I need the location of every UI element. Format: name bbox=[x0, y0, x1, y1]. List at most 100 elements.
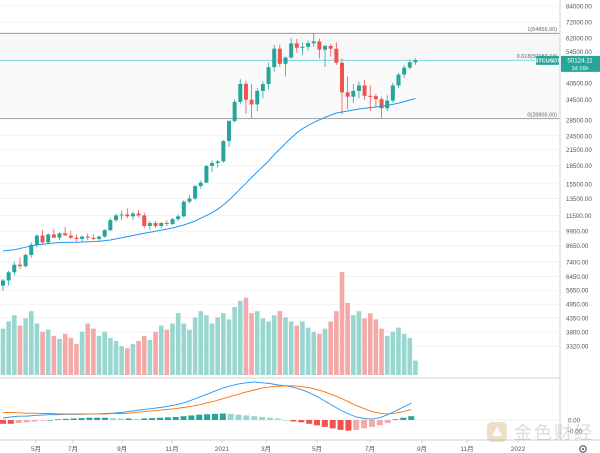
macd-histogram-bar bbox=[392, 419, 399, 420]
candle-body bbox=[23, 254, 28, 267]
candle-body bbox=[340, 62, 344, 93]
candle-body bbox=[289, 43, 294, 58]
macd-histogram-bar bbox=[109, 418, 116, 420]
candle-body bbox=[181, 201, 186, 217]
macd-histogram-bar bbox=[243, 415, 250, 420]
time-axis-label: 3月 bbox=[261, 445, 271, 453]
volume-bar bbox=[113, 341, 119, 375]
candle-body bbox=[114, 215, 118, 221]
macd-histogram-bar bbox=[39, 420, 46, 421]
volume-bar bbox=[407, 337, 413, 375]
volume-bar bbox=[85, 323, 91, 375]
volume-bar bbox=[40, 331, 45, 375]
volume-bar bbox=[181, 323, 187, 375]
candle-body bbox=[351, 90, 356, 97]
volume-bar bbox=[136, 341, 141, 375]
volume-bar bbox=[51, 335, 57, 375]
macd-histogram-bar bbox=[259, 416, 266, 420]
candle-body bbox=[46, 234, 51, 243]
watermark-text: 金色财经 bbox=[514, 423, 594, 444]
macd-histogram-bar bbox=[102, 417, 109, 420]
candle-body bbox=[277, 48, 282, 64]
candle-body bbox=[390, 85, 395, 101]
price-tick-label: 11500.00 bbox=[566, 213, 592, 220]
watermark: 金色财经 bbox=[486, 418, 596, 446]
macd-histogram-bar bbox=[408, 416, 415, 420]
candle-body bbox=[40, 235, 45, 243]
price-axis[interactable]: 84000.00 72000.00 62000.00 54500.00 40500.00… bbox=[566, 4, 592, 351]
candle-body bbox=[12, 264, 17, 273]
candle-body bbox=[68, 235, 73, 238]
macd-tick-label: 0.00 bbox=[568, 418, 581, 425]
candle-body bbox=[119, 214, 124, 216]
macd-histogram-bar bbox=[31, 420, 38, 422]
macd-histogram-bar bbox=[251, 416, 258, 420]
volume-bar bbox=[187, 329, 192, 375]
candle-body bbox=[136, 213, 141, 216]
fib-level-label: 1(64856.00) bbox=[527, 27, 557, 33]
price-tick-label: 72000.00 bbox=[566, 20, 592, 27]
price-tick-label: 13500.00 bbox=[566, 196, 592, 203]
time-axis-label: 9月 bbox=[117, 445, 127, 453]
macd-histogram-bar bbox=[164, 417, 171, 420]
price-tick-label: 3320.00 bbox=[566, 344, 589, 351]
volume-bar bbox=[311, 331, 317, 375]
volume-bar bbox=[119, 346, 124, 375]
candle-body bbox=[260, 84, 265, 91]
volume-bar bbox=[125, 348, 130, 375]
macd-histogram-bar bbox=[157, 417, 163, 420]
volume-bar bbox=[45, 329, 51, 375]
candle-body bbox=[215, 161, 220, 164]
time-axis[interactable]: 5月 7月 9月 11月 2021 3月 5月 7月 9月 11月 2022 bbox=[31, 440, 526, 453]
time-axis-label: 11月 bbox=[460, 445, 473, 453]
volume-bar bbox=[232, 307, 237, 375]
candle-body bbox=[243, 83, 248, 100]
price-tick-label: 40500.00 bbox=[566, 80, 592, 87]
candle-body bbox=[402, 67, 407, 75]
macd-histogram-bar bbox=[117, 418, 124, 420]
volume-bar bbox=[271, 315, 277, 375]
volume-bar bbox=[17, 325, 23, 375]
price-tick-label: 18500.00 bbox=[566, 163, 592, 170]
volume-bar bbox=[12, 315, 17, 375]
price-tick-label: 24500.00 bbox=[566, 133, 592, 140]
macd-histogram-bar bbox=[298, 420, 305, 423]
macd-histogram-bar bbox=[353, 420, 360, 430]
last-price-badge bbox=[561, 55, 600, 72]
time-axis-label: 5月 bbox=[31, 445, 41, 453]
time-axis-label: 9月 bbox=[417, 445, 427, 453]
volume-bar bbox=[226, 319, 232, 375]
volume-bar bbox=[401, 333, 407, 375]
macd-histogram-bar bbox=[329, 420, 336, 429]
candle-body bbox=[356, 85, 361, 91]
time-axis-label: 11月 bbox=[165, 445, 178, 453]
candle-body bbox=[63, 233, 68, 236]
candle-body bbox=[147, 222, 152, 226]
volume-bar bbox=[317, 333, 322, 375]
macd-histogram-bar bbox=[219, 413, 226, 420]
volume-bar bbox=[215, 317, 220, 375]
candle-body bbox=[368, 95, 373, 97]
candlesticks bbox=[1, 33, 418, 292]
volume-bar bbox=[34, 323, 40, 375]
volume-bar bbox=[362, 318, 367, 375]
volume-bar bbox=[62, 333, 68, 375]
settings-gear-icon[interactable] bbox=[579, 445, 587, 453]
macd-histogram-bar bbox=[94, 417, 101, 420]
candle-body bbox=[311, 41, 316, 44]
volume-bar bbox=[367, 313, 373, 375]
macd-histogram-bar bbox=[337, 420, 344, 430]
volume-bar bbox=[260, 318, 266, 375]
candle-body bbox=[379, 99, 384, 109]
volume-bar bbox=[373, 319, 379, 375]
candle-body bbox=[317, 41, 322, 50]
volume-bar bbox=[334, 311, 339, 375]
candle-body bbox=[108, 220, 113, 231]
candle-body bbox=[407, 62, 412, 68]
volume-bar bbox=[96, 335, 102, 375]
price-tick-label: 84000.00 bbox=[566, 4, 592, 11]
volume-bar bbox=[130, 344, 136, 375]
time-axis-label: 7月 bbox=[365, 445, 375, 453]
